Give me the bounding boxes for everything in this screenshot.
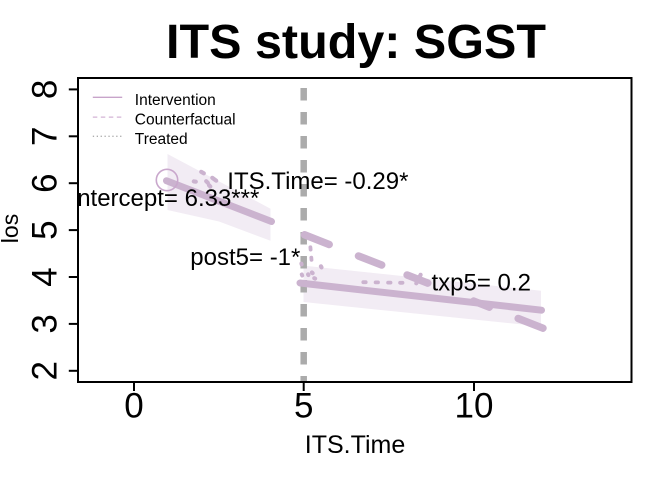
svg-text:Counterfactual: Counterfactual: [135, 111, 236, 128]
svg-text:los: los: [0, 214, 23, 243]
svg-text:4: 4: [26, 267, 65, 286]
svg-text:Treated: Treated: [135, 131, 188, 148]
svg-text:post5= -1*: post5= -1*: [190, 244, 300, 271]
svg-text:ITS.Time: ITS.Time: [305, 431, 405, 459]
svg-text:0: 0: [124, 387, 143, 426]
svg-text:8: 8: [26, 80, 65, 99]
svg-text:ITS.Time= -0.29*: ITS.Time= -0.29*: [227, 168, 408, 195]
svg-text:2: 2: [26, 361, 65, 380]
svg-text:5: 5: [294, 387, 313, 426]
svg-text:txp5= 0.2: txp5= 0.2: [432, 270, 531, 297]
svg-text:5: 5: [26, 220, 65, 239]
svg-text:ITS study: SGST: ITS study: SGST: [166, 15, 546, 69]
svg-text:ntercept= 6.33***: ntercept= 6.33***: [77, 185, 259, 212]
svg-text:3: 3: [26, 314, 65, 333]
svg-text:7: 7: [26, 127, 65, 146]
svg-text:Intervention: Intervention: [135, 92, 216, 109]
svg-text:10: 10: [455, 387, 494, 426]
svg-text:6: 6: [26, 173, 65, 192]
